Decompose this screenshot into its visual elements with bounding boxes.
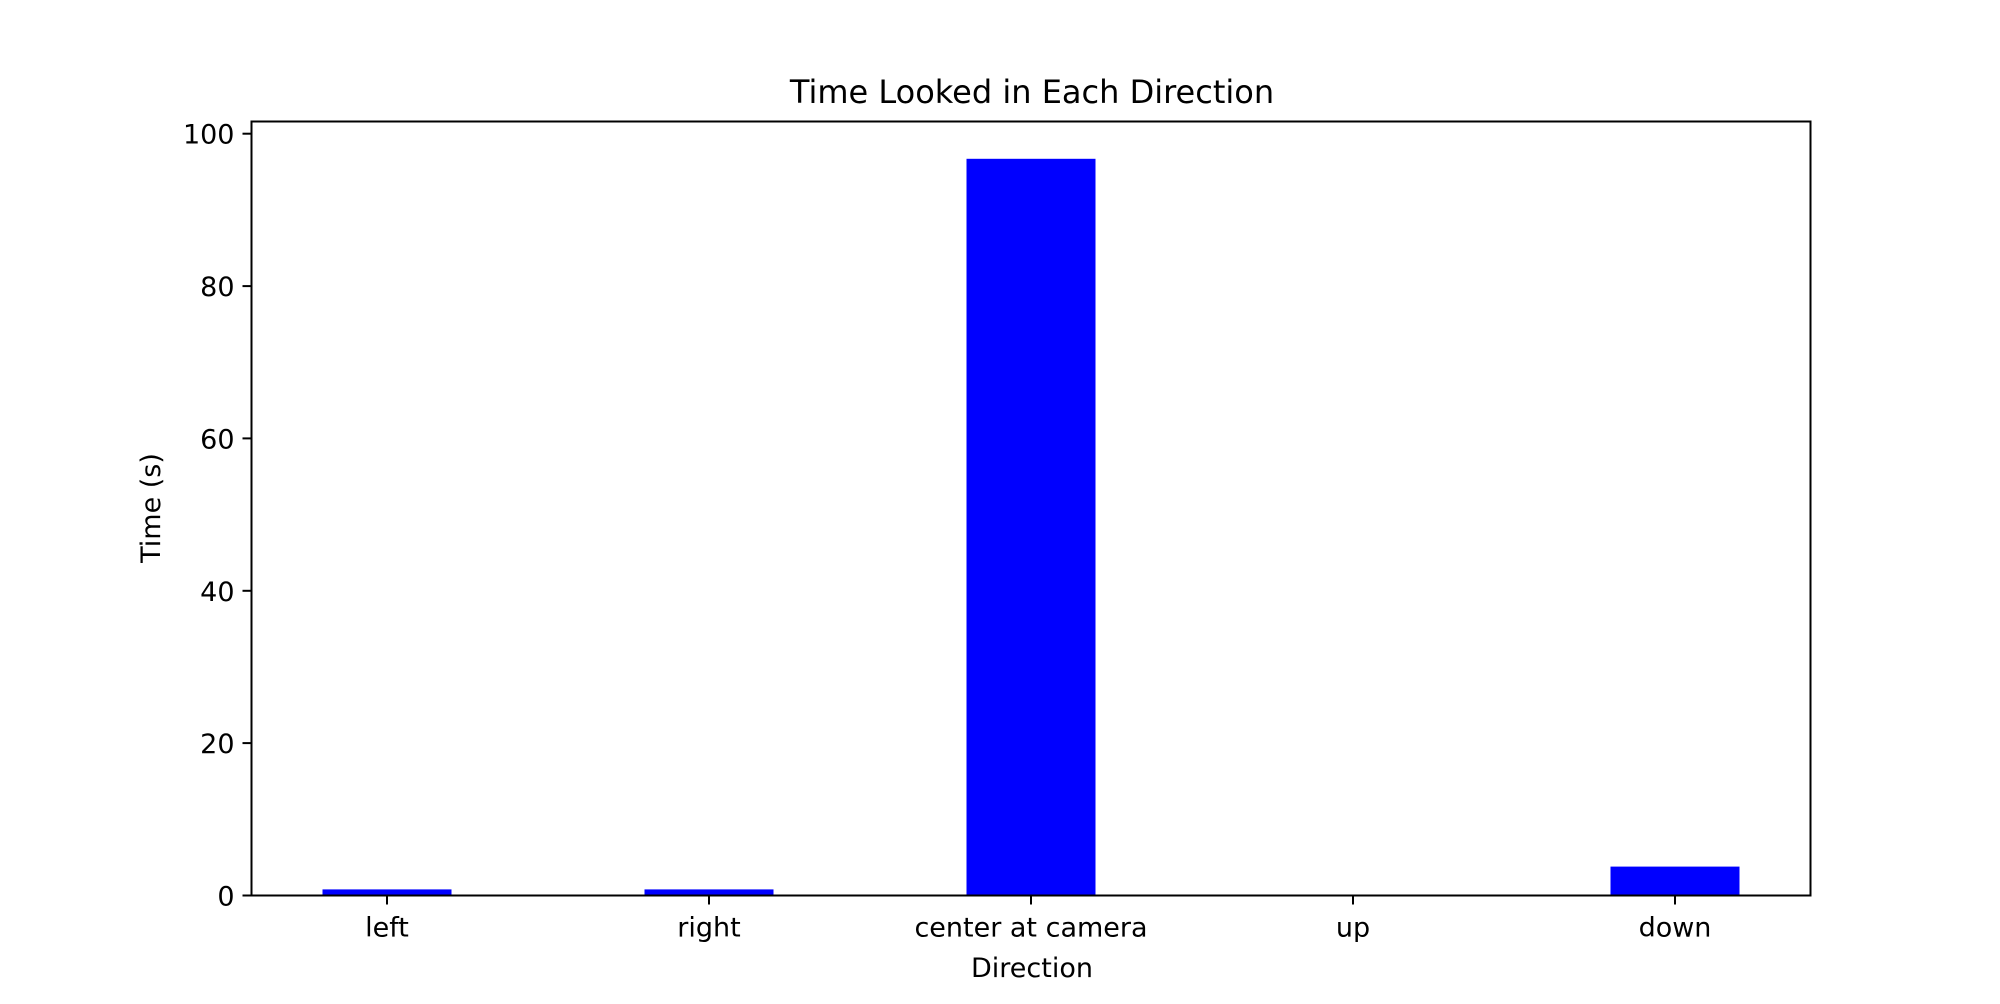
x-axis-label: Direction (971, 953, 1093, 984)
bar-left (322, 889, 452, 896)
y-tick-label-0: 0 (217, 882, 234, 913)
bar-right (644, 889, 774, 896)
y-axis: 0 20 40 60 80 100 (183, 120, 252, 913)
x-tick-label-down: down (1639, 913, 1712, 944)
y-tick-label-20: 20 (200, 729, 234, 760)
bar-down (1610, 866, 1740, 896)
y-axis-label: Time (s) (136, 453, 167, 564)
x-tick-label-center-at-camera: center at camera (914, 913, 1147, 944)
x-tick-label-right: right (677, 913, 740, 944)
bars-layer (322, 158, 1740, 896)
plot-frame (250, 120, 1812, 897)
y-tick-label-40: 40 (200, 577, 234, 608)
y-tick-label-100: 100 (183, 120, 235, 151)
x-tick-label-left: left (365, 913, 409, 944)
y-tick-label-80: 80 (200, 272, 234, 303)
x-tick-label-up: up (1336, 913, 1370, 944)
y-tick-label-60: 60 (200, 424, 234, 455)
x-axis: left right center at camera up down (365, 895, 1712, 944)
chart-title: Time Looked in Each Direction (789, 73, 1274, 111)
bar-center-at-camera (966, 158, 1096, 896)
